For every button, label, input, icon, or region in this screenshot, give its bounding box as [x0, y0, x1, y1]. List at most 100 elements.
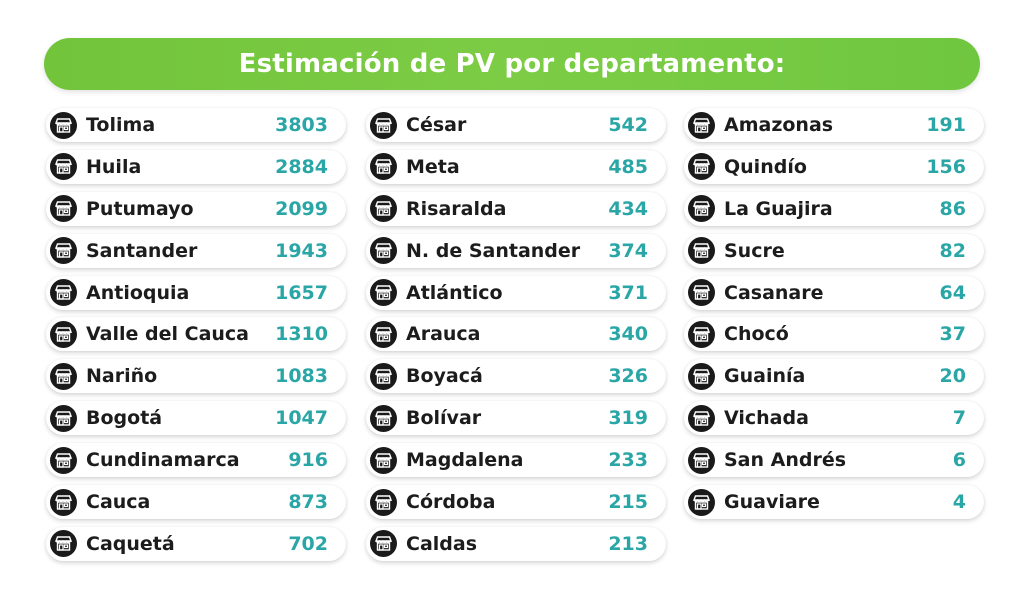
store-icon	[50, 320, 77, 348]
department-row: Guaviare 4	[684, 485, 984, 520]
pv-count: 7	[952, 407, 966, 430]
department-name: Amazonas	[724, 114, 834, 136]
store-icon	[370, 153, 397, 181]
department-row: Amazonas 191	[684, 108, 984, 142]
department-name: Nariño	[86, 365, 158, 388]
store-icon	[50, 488, 77, 516]
department-name: Boyacá	[406, 365, 483, 388]
store-icon	[370, 446, 397, 474]
pv-count: 64	[939, 281, 966, 304]
store-icon	[50, 111, 77, 139]
pv-count: 191	[926, 114, 966, 136]
department-name: Córdoba	[406, 491, 496, 514]
store-icon	[50, 362, 77, 390]
pv-count: 213	[608, 532, 648, 555]
pv-count: 6	[952, 449, 966, 472]
department-name: Sucre	[724, 239, 785, 262]
store-icon	[50, 404, 77, 432]
store-icon	[688, 446, 715, 474]
department-row: La Guajira 86	[684, 191, 984, 226]
pv-count: 326	[608, 365, 648, 388]
department-name: Risaralda	[406, 197, 507, 220]
department-row: Atlántico 371	[366, 275, 666, 310]
store-icon	[50, 279, 77, 307]
pv-count: 1310	[275, 323, 328, 346]
department-row: Cundinamarca 916	[46, 443, 346, 478]
department-row: Risaralda 434	[366, 191, 666, 226]
department-row: Quindío 156	[684, 149, 984, 184]
store-icon	[370, 237, 397, 265]
pv-count: 1943	[275, 239, 328, 262]
store-icon	[370, 530, 397, 558]
department-name: Bogotá	[86, 407, 163, 430]
department-row: Chocó 37	[684, 317, 984, 352]
store-icon	[370, 404, 397, 432]
department-row: Arauca 340	[366, 317, 666, 352]
department-row: Bogotá 1047	[46, 401, 346, 436]
pv-count: 1047	[275, 407, 328, 430]
store-icon	[688, 320, 715, 348]
department-name: Quindío	[724, 155, 807, 178]
department-name: San Andrés	[724, 449, 847, 472]
department-name: Cundinamarca	[86, 449, 240, 472]
department-name: La Guajira	[724, 197, 833, 220]
department-row: Bolívar 319	[366, 401, 666, 436]
department-row: Putumayo 2099	[46, 191, 346, 226]
department-name: Atlántico	[406, 281, 503, 304]
department-name: Tolima	[86, 114, 156, 136]
department-row: Antioquia 1657	[46, 275, 346, 310]
pv-count: 485	[608, 155, 648, 178]
pv-count: 3803	[275, 114, 328, 136]
department-name: Cauca	[86, 491, 151, 514]
pv-count: 1657	[275, 281, 328, 304]
pv-count: 82	[939, 239, 966, 262]
store-icon	[688, 237, 715, 265]
department-row: César 542	[366, 108, 666, 142]
pv-count: 916	[288, 449, 328, 472]
department-name: Magdalena	[406, 449, 524, 472]
store-icon	[688, 195, 715, 223]
pv-count: 4	[952, 491, 966, 514]
department-name: Vichada	[724, 407, 809, 430]
store-icon	[370, 488, 397, 516]
department-name: César	[406, 114, 467, 136]
pv-count: 434	[608, 197, 648, 220]
pv-count: 2099	[275, 197, 328, 220]
department-row: Vichada 7	[684, 401, 984, 436]
department-row: N. de Santander 374	[366, 233, 666, 268]
store-icon	[688, 362, 715, 390]
store-icon	[370, 195, 397, 223]
department-row: Santander 1943	[46, 233, 346, 268]
department-name: Guaviare	[724, 491, 820, 514]
column-1: Tolima 3803 Huila 2884 Putumayo 2099 Santander…	[46, 108, 346, 569]
store-icon	[688, 488, 715, 516]
store-icon	[50, 530, 77, 558]
department-row: Sucre 82	[684, 233, 984, 268]
department-row: Magdalena 233	[366, 443, 666, 478]
pv-count: 37	[939, 323, 966, 346]
pv-count: 873	[288, 491, 328, 514]
department-row: San Andrés 6	[684, 443, 984, 478]
store-icon	[50, 195, 77, 223]
department-row: Guainía 20	[684, 359, 984, 394]
pv-count: 156	[926, 155, 966, 178]
department-row: Córdoba 215	[366, 485, 666, 520]
department-name: N. de Santander	[406, 239, 581, 262]
department-name: Caldas	[406, 532, 478, 555]
department-name: Arauca	[406, 323, 481, 346]
department-name: Bolívar	[406, 407, 482, 430]
column-2: César 542 Meta 485 Risaralda 434 N. de Santand…	[366, 108, 666, 569]
title-banner: Estimación de PV por departamento:	[44, 38, 980, 90]
department-row: Cauca 873	[46, 485, 346, 520]
pv-count: 542	[608, 114, 648, 136]
store-icon	[688, 111, 715, 139]
pv-count: 1083	[275, 365, 328, 388]
store-icon	[50, 153, 77, 181]
department-row: Boyacá 326	[366, 359, 666, 394]
department-row: Caquetá 702	[46, 526, 346, 561]
store-icon	[370, 111, 397, 139]
pv-count: 215	[608, 491, 648, 514]
department-name: Antioquia	[86, 281, 190, 304]
pv-count: 702	[288, 532, 328, 555]
page-title: Estimación de PV por departamento:	[238, 49, 786, 79]
